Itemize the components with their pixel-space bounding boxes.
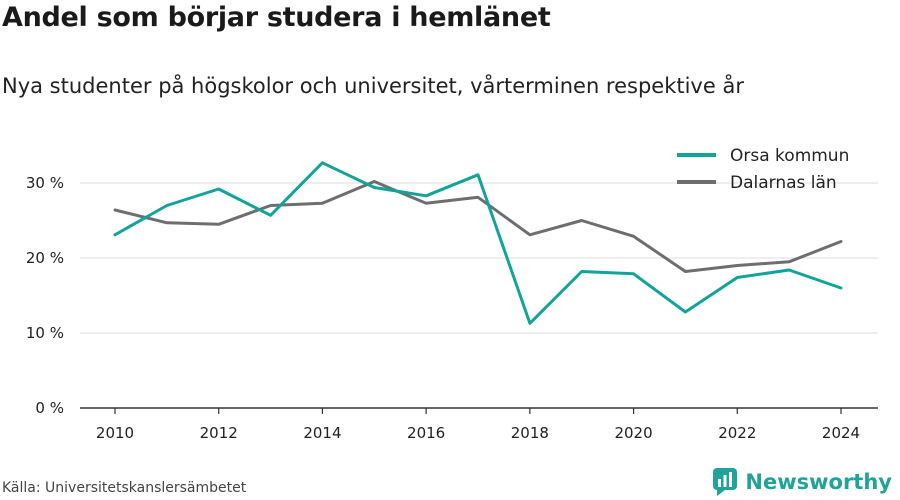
series-line-orsa-kommun: [113, 161, 843, 325]
brand-logo[interactable]: Newsworthy: [713, 468, 892, 496]
source-note: Källa: Universitetskanslersämbetet: [2, 480, 247, 496]
x-tick-label: 2022: [718, 424, 756, 442]
x-tick-label: 2018: [511, 424, 549, 442]
y-tick-label: 10 %: [26, 324, 64, 342]
chart-title: Andel som börjar studera i hemlänet: [2, 2, 551, 33]
x-tick-label: 2012: [200, 424, 238, 442]
legend-label: Dalarnas län: [730, 173, 837, 193]
series-line-dalarnas-län: [113, 180, 843, 273]
newsworthy-logo-icon: [713, 468, 738, 496]
chart-subtitle: Nya studenter på högskolor och universit…: [2, 74, 744, 98]
x-tick-label: 2010: [96, 424, 134, 442]
y-tick-label: 20 %: [26, 249, 64, 267]
x-tick-label: 2016: [407, 424, 445, 442]
x-tick-label: 2020: [614, 424, 652, 442]
y-tick-label: 0 %: [35, 399, 64, 417]
x-tick-label: 2014: [303, 424, 341, 442]
y-tick-label: 30 %: [26, 174, 64, 192]
x-tick-label: 2024: [822, 424, 860, 442]
legend-label: Orsa kommun: [730, 146, 849, 166]
brand-name: Newsworthy: [745, 470, 892, 494]
